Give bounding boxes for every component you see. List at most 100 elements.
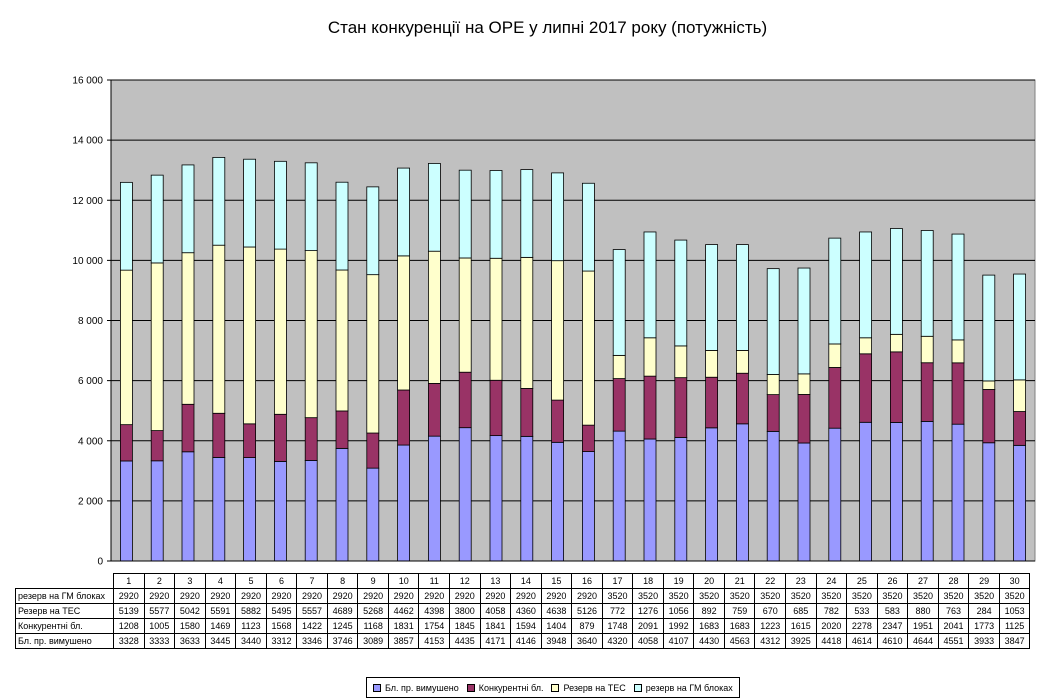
table-cell: 3346 <box>296 633 328 649</box>
table-cell: 2020 <box>815 618 848 634</box>
table-cell: 5577 <box>143 603 176 619</box>
bar-segment <box>766 430 780 562</box>
x-tick-label: 14 <box>510 573 542 589</box>
table-cell: 3440 <box>235 633 267 649</box>
bar-segment <box>273 413 287 462</box>
table-cell: 1123 <box>235 618 267 634</box>
table-cell: 879 <box>571 618 603 634</box>
bar-segment <box>427 163 441 252</box>
table-cell: 2920 <box>418 588 451 604</box>
legend-label: Бл. пр. вимушено <box>385 682 459 693</box>
table-cell: 3933 <box>968 633 1000 649</box>
table-cell: 533 <box>846 603 878 619</box>
bar-segment <box>489 379 503 437</box>
chart-legend: Бл. пр. вимушено Конкурентні бл. Резерв на… <box>366 677 740 698</box>
x-tick-label: 30 <box>998 573 1031 589</box>
table-cell: 1683 <box>723 618 756 634</box>
bar-segment <box>612 249 626 356</box>
x-tick-label: 16 <box>571 573 603 589</box>
bar-segment <box>766 374 780 396</box>
table-cell: 4689 <box>326 603 359 619</box>
table-cell: 1208 <box>113 618 145 634</box>
table-cell: 4058 <box>479 603 512 619</box>
y-tick-label: 2 000 <box>78 496 103 507</box>
legend-item: Бл. пр. вимушено <box>373 683 459 693</box>
x-tick-label: 7 <box>296 573 328 589</box>
table-cell: 4462 <box>387 603 420 619</box>
bar-segment <box>951 362 965 425</box>
table-cell: 1594 <box>510 618 542 634</box>
table-cell: 4398 <box>418 603 451 619</box>
bar-segment <box>705 376 718 429</box>
bar-segment <box>397 389 411 446</box>
table-cell: 4058 <box>632 633 664 649</box>
table-cell: 3520 <box>785 588 817 604</box>
bar-segment <box>150 262 164 431</box>
bar-segment <box>212 457 226 562</box>
table-cell: 2920 <box>113 588 145 604</box>
x-tick-label: 5 <box>235 573 267 589</box>
bar-segment <box>1013 273 1026 381</box>
table-cell: 2920 <box>326 588 359 604</box>
bar-segment <box>243 457 257 562</box>
bar-segment <box>397 255 411 391</box>
bar-segment <box>120 424 133 462</box>
table-cell: 3520 <box>632 588 664 604</box>
x-tick-label: 6 <box>265 573 298 589</box>
bar-segment <box>736 423 749 562</box>
table-cell: 3857 <box>387 633 420 649</box>
legend-label: Резерв на ТЕС <box>563 682 626 693</box>
bar-segment <box>458 169 472 259</box>
legend-label: резерв на ГМ блоках <box>645 682 733 693</box>
table-cell: 3520 <box>998 588 1031 604</box>
table-cell: 1223 <box>754 618 787 634</box>
x-tick-label: 15 <box>540 573 573 589</box>
table-cell: 1748 <box>601 618 634 634</box>
y-tick-label: 8 000 <box>78 316 103 327</box>
bar-segment <box>890 333 903 353</box>
table-cell: 1469 <box>204 618 237 634</box>
bar-segment <box>736 244 749 351</box>
table-cell: 3520 <box>693 588 725 604</box>
table-cell: 1053 <box>998 603 1031 619</box>
bar-segment <box>890 351 903 423</box>
table-cell: 5126 <box>571 603 603 619</box>
bar-segment <box>951 423 965 562</box>
table-cell: 4153 <box>418 633 451 649</box>
table-cell: 3520 <box>723 588 756 604</box>
bar-segment <box>674 377 688 438</box>
table-cell: 1841 <box>479 618 512 634</box>
bar-segment <box>212 244 226 414</box>
bar-segment <box>366 432 380 469</box>
table-cell: 1568 <box>265 618 298 634</box>
bar-segment <box>736 350 749 374</box>
table-cell: 3328 <box>113 633 145 649</box>
table-cell: 1005 <box>143 618 176 634</box>
legend-item: Конкурентні бл. <box>466 683 543 693</box>
bar-segment <box>982 442 996 562</box>
bar-segment <box>890 228 903 335</box>
table-cell: 284 <box>968 603 1000 619</box>
table-cell: 2920 <box>235 588 267 604</box>
x-tick-label: 25 <box>846 573 878 589</box>
bar-segment <box>304 162 318 252</box>
table-row-label: Бл. пр. вимушено <box>15 633 114 649</box>
table-cell: 772 <box>601 603 634 619</box>
table-cell: 2920 <box>357 588 389 604</box>
bar-segment <box>982 389 996 444</box>
table-cell: 3445 <box>204 633 237 649</box>
x-tick-label: 11 <box>418 573 451 589</box>
table-cell: 1951 <box>907 618 939 634</box>
bar-segment <box>920 362 934 422</box>
table-cell: 5882 <box>235 603 267 619</box>
bar-segment <box>551 260 564 401</box>
bar-segment <box>582 451 595 562</box>
bar-segment <box>520 169 534 258</box>
table-cell: 1831 <box>387 618 420 634</box>
table-cell: 2920 <box>479 588 512 604</box>
bar-segment <box>181 403 195 453</box>
table-corner <box>15 573 114 589</box>
bar-segment <box>643 337 657 377</box>
x-tick-label: 19 <box>662 573 695 589</box>
y-tick-label: 10 000 <box>72 256 103 267</box>
